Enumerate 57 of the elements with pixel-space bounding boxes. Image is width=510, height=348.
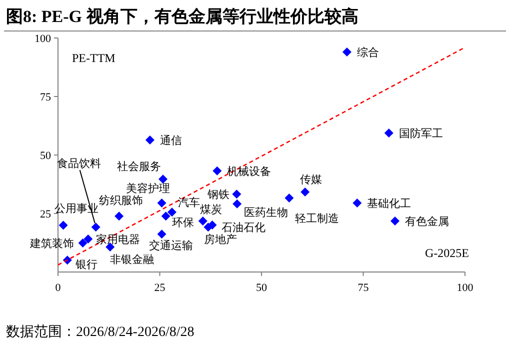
point [58,220,68,230]
point-label: 石油石化 [221,222,266,234]
point-label: 传媒 [300,174,322,186]
point-label: 综合 [356,47,379,60]
point [342,48,352,57]
point-label: 社会服务 [117,161,161,174]
point-label: 非银金融 [110,254,154,266]
point [232,199,242,208]
ylabel: PE-TTM [72,51,116,65]
point-label: 纺织服饰 [99,195,144,208]
point-label: 汽车 [178,197,200,210]
point-label: 煤炭 [200,204,222,216]
point-label: 医药生物 [244,206,288,219]
point-label: 银行 [75,259,98,272]
point-label: 房地产 [204,234,238,246]
point [157,198,166,208]
point [167,208,176,217]
point [300,187,310,196]
point [212,166,222,176]
point-label: 通信 [160,135,182,148]
point-label: 基础化工 [367,198,412,210]
point-label: 建筑装饰 [30,238,74,250]
y-tick-label: 25 [40,208,52,220]
point [384,128,394,138]
point [78,238,88,248]
x-tick-label: 75 [358,282,370,294]
point [198,216,208,226]
point [84,234,93,244]
y-tick-label: 50 [40,150,52,162]
point [91,222,100,232]
point-label: 交通运输 [148,240,193,252]
point [284,194,294,203]
title: 图8: PE-G 视角下，有色金属等行业性价比较高 [6,7,358,26]
x-tick-label: 50 [256,282,268,294]
point-label: 机械设备 [227,166,272,178]
point-label: 国防军工 [398,128,443,140]
point-label: 食品饮料 [56,158,101,170]
y-tick-label: 100 [34,33,52,45]
point [157,230,166,239]
point-label: 有色金属 [405,216,449,228]
point-label: 家用电器 [96,234,140,246]
point [114,212,124,221]
point-label: 轻工制造 [295,213,340,226]
xlabel: G-2025E [425,246,469,260]
point [232,190,242,199]
x-tick-label: 0 [55,282,62,294]
point-label: 钢铁 [208,189,230,202]
note: 数据范围：2026/8/24-2026/8/28 [6,325,194,340]
y-tick-label: 75 [40,92,52,104]
point-label: 美容护理 [126,182,170,195]
x-tick-label: 25 [154,282,166,294]
point-label: 环保 [172,217,194,230]
point [352,198,362,208]
point [390,216,400,226]
point [161,212,170,221]
x-tick-label: 100 [456,282,474,294]
point [145,136,154,145]
